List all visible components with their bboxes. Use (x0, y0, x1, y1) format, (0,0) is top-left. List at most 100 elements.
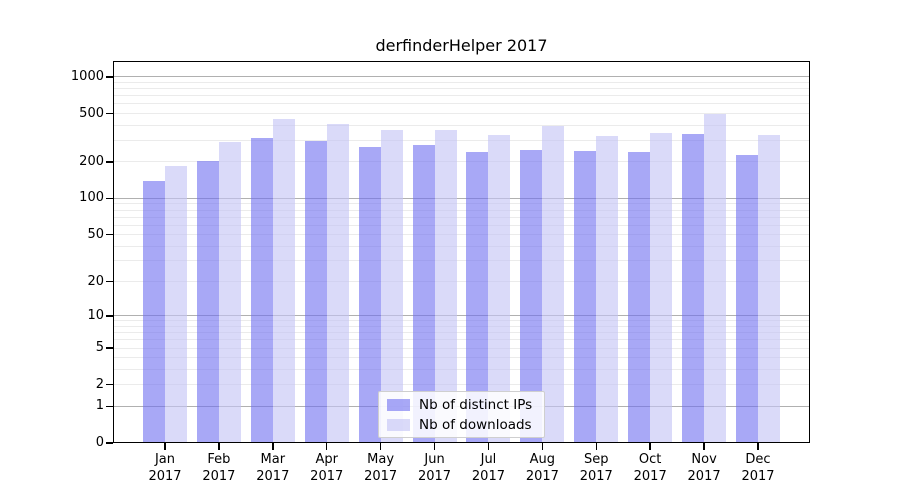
x-axis-label: May 2017 (364, 452, 398, 484)
x-axis-tick (379, 443, 382, 450)
y-axis-label: 500 (79, 105, 104, 121)
y-axis-tick (106, 347, 113, 349)
x-axis-label: Sep 2017 (579, 452, 613, 484)
minor-gridline (113, 332, 810, 334)
bar-downloads-nov (704, 113, 727, 443)
x-axis-label: Dec 2017 (741, 452, 775, 484)
bar-downloads-feb (218, 142, 241, 443)
minor-gridline (113, 245, 810, 247)
bar-downloads-may (380, 129, 403, 443)
x-axis-label: Jul 2017 (471, 452, 505, 484)
bar-distinct-ips-may (358, 147, 381, 443)
y-axis-tick (106, 442, 113, 444)
minor-gridline (113, 357, 810, 359)
minor-gridline (113, 384, 810, 386)
bar-downloads-oct (650, 133, 673, 443)
bar-distinct-ips-aug (520, 150, 543, 443)
x-axis-tick (272, 443, 274, 450)
y-axis-tick (106, 280, 113, 283)
y-axis-tick (106, 315, 113, 317)
bar-distinct-ips-jan (143, 180, 165, 443)
minor-gridline (113, 339, 810, 341)
bar-downloads-dec (758, 135, 780, 443)
minor-gridline (113, 88, 810, 90)
bar-distinct-ips-mar (250, 137, 273, 443)
bar-distinct-ips-nov (682, 134, 705, 443)
x-axis-tick (326, 443, 328, 450)
x-axis-tick (433, 443, 436, 450)
bar-downloads-apr (326, 124, 349, 443)
x-axis-label: Mar 2017 (256, 452, 290, 484)
y-axis-label: 20 (87, 273, 104, 289)
y-axis-label: 100 (79, 190, 104, 206)
bar-downloads-jun (434, 130, 457, 443)
major-gridline (113, 76, 810, 78)
bar-downloads-mar (272, 118, 295, 443)
y-axis-label: 0 (95, 435, 104, 450)
legend-swatch-downloads (387, 418, 410, 431)
minor-gridline (113, 260, 810, 262)
legend-swatch-distinct-ips (387, 398, 410, 411)
x-axis-tick (487, 443, 490, 450)
x-axis-label: Jun 2017 (417, 452, 452, 484)
x-axis-label: Aug 2017 (525, 452, 559, 484)
y-axis-label: 1000 (70, 68, 104, 84)
minor-gridline (113, 281, 810, 283)
minor-gridline (113, 203, 810, 205)
minor-gridline (113, 369, 810, 371)
x-axis-tick (703, 443, 705, 450)
bar-distinct-ips-sep (574, 151, 597, 443)
minor-gridline (113, 326, 810, 328)
y-axis-label: 50 (87, 226, 104, 242)
y-axis-tick (106, 76, 113, 78)
x-axis-tick (757, 443, 759, 450)
bar-distinct-ips-jun (412, 145, 435, 443)
y-axis-label: 2 (95, 376, 104, 392)
x-axis-tick (541, 443, 544, 450)
minor-gridline (113, 124, 810, 126)
bar-downloads-sep (596, 135, 619, 443)
x-axis-label: Feb 2017 (202, 452, 236, 484)
y-axis-tick (106, 112, 113, 115)
minor-gridline (113, 216, 810, 218)
minor-gridline (113, 161, 810, 163)
y-axis-tick (106, 384, 113, 386)
x-axis-label: Oct 2017 (633, 452, 667, 484)
bar-distinct-ips-feb (196, 160, 219, 443)
minor-gridline (113, 347, 810, 349)
y-axis-tick (106, 161, 113, 163)
x-axis-label: Nov 2017 (687, 452, 721, 484)
y-axis-label: 1 (95, 398, 104, 414)
legend: Nb of distinct IPs Nb of downloads (378, 391, 545, 438)
legend-entry-distinct-ips: Nb of distinct IPs (387, 397, 544, 413)
x-axis-label: Apr 2017 (310, 452, 344, 484)
legend-entry-downloads: Nb of downloads (387, 417, 544, 433)
major-gridline (113, 197, 810, 199)
y-axis-label: 200 (79, 153, 104, 169)
x-axis-label: Jan 2017 (148, 452, 182, 484)
bar-distinct-ips-jul (466, 151, 489, 443)
minor-gridline (113, 209, 810, 211)
bar-downloads-jan (165, 166, 187, 443)
y-axis-label: 5 (95, 340, 104, 356)
major-gridline (113, 315, 810, 317)
minor-gridline (113, 320, 810, 322)
x-axis-tick (218, 443, 220, 450)
y-axis-tick (106, 233, 113, 236)
minor-gridline (113, 140, 810, 142)
minor-gridline (113, 234, 810, 236)
legend-label-distinct-ips: Nb of distinct IPs (419, 396, 533, 413)
y-axis-tick (106, 405, 113, 407)
x-axis-tick (595, 443, 597, 450)
bar-distinct-ips-oct (628, 152, 651, 443)
x-axis-tick (649, 443, 651, 450)
legend-label-downloads: Nb of downloads (419, 416, 532, 433)
minor-gridline (113, 224, 810, 226)
bar-distinct-ips-apr (304, 140, 327, 443)
minor-gridline (113, 81, 810, 83)
minor-gridline (113, 113, 810, 115)
y-axis-label: 10 (87, 307, 104, 323)
bar-downloads-jul (488, 134, 511, 443)
chart-title: derfinderHelper 2017 (375, 36, 548, 55)
